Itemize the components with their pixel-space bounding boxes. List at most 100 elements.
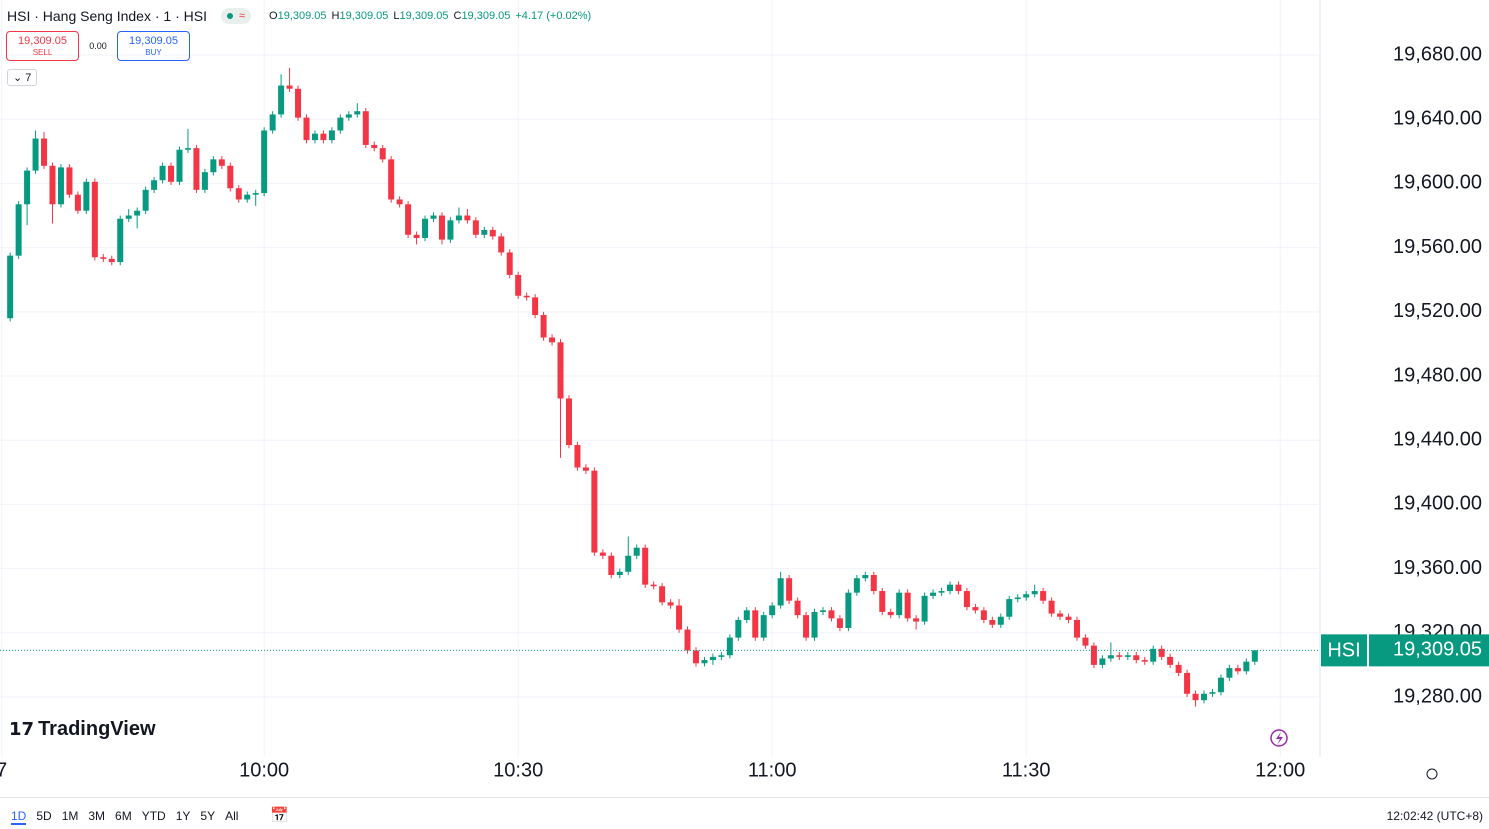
candle-body <box>176 149 183 182</box>
replay-bolt <box>1276 732 1283 745</box>
y-tick-label: 19,520.00 <box>1393 300 1482 322</box>
replay-icon[interactable] <box>1270 729 1288 747</box>
candle-body <box>210 159 217 173</box>
ohlc-value: 19,309.05 <box>399 10 449 22</box>
candle-body <box>405 204 412 235</box>
candle-body <box>1040 591 1047 601</box>
candle-body <box>650 584 657 587</box>
range-button[interactable]: 3M <box>88 809 106 823</box>
last-price-badge <box>1369 634 1489 667</box>
candle-body <box>540 315 547 338</box>
status[interactable]: ≈ <box>220 8 252 24</box>
candle-body <box>1217 677 1224 693</box>
candle-body <box>565 398 572 446</box>
candle-body <box>379 148 386 160</box>
range-button[interactable]: 1Y <box>175 809 191 823</box>
x-tick-label: 10:30 <box>493 759 543 781</box>
candle-body <box>1158 648 1165 657</box>
candle-body <box>904 592 911 619</box>
candle-body <box>921 595 928 622</box>
candle-body <box>574 445 581 468</box>
candle-body <box>599 552 606 556</box>
candle-body <box>963 591 970 608</box>
candle-body <box>616 571 623 576</box>
candle-body <box>184 148 191 150</box>
series-badge <box>1321 634 1367 667</box>
indicators-toggle[interactable]: ⌄ 7 <box>7 69 38 86</box>
range-button[interactable]: 6M <box>115 809 132 823</box>
candle-body <box>879 591 886 612</box>
candle-body <box>777 578 784 606</box>
candle-body <box>1150 648 1157 662</box>
candle-body <box>532 297 539 316</box>
candle-body <box>32 138 39 171</box>
y-tick-label: 19,360.00 <box>1393 557 1482 579</box>
candle-body <box>1090 645 1097 665</box>
x-tick-label: 7 <box>0 759 7 781</box>
candle-body <box>311 133 318 141</box>
candle-body <box>447 220 454 240</box>
settings-icon[interactable] <box>1426 768 1438 780</box>
logo-mark: 𝟭𝟳 <box>9 719 35 739</box>
ohlc-item: C19,309.05 <box>453 10 510 22</box>
candle-body <box>1192 693 1199 701</box>
candle-body <box>701 660 708 664</box>
candle-body <box>244 194 251 200</box>
chart: 19,280.0019,320.0019,360.0019,400.0019,4… <box>0 0 1489 781</box>
date-range-icon[interactable]: 📅 <box>270 807 289 824</box>
ohlc-item: O19,309.05 <box>269 10 327 22</box>
candle-body <box>235 188 242 200</box>
candle-body <box>709 656 716 661</box>
candle-body <box>989 619 996 625</box>
candle-body <box>252 193 259 195</box>
candle-body <box>320 133 327 141</box>
candle-body <box>1048 600 1055 614</box>
candle-body <box>422 218 429 238</box>
candle-body <box>362 111 369 145</box>
candle-body <box>684 629 691 651</box>
range-button[interactable]: All <box>225 809 239 823</box>
candle-body <box>261 130 268 194</box>
bottom-toolbar: 1D 5D 1M 3M 6M YTD 1Y 5Y All 📅 12:02:42 (UTC+8) <box>0 797 1489 829</box>
candle-body <box>49 165 56 205</box>
ohlc-item: H19,309.05 <box>332 10 389 22</box>
range-button[interactable]: 5D <box>36 809 52 823</box>
candle-body <box>345 114 352 118</box>
y-tick-label: 19,280.00 <box>1393 685 1482 707</box>
candle-body <box>582 467 589 471</box>
candle-body <box>1141 660 1148 662</box>
last-price-label: 19,309.05 <box>1393 639 1482 661</box>
range-button[interactable]: 1M <box>61 809 79 823</box>
candle-body <box>803 615 810 638</box>
candle-body <box>286 85 293 89</box>
candle-body <box>1243 661 1250 672</box>
candle-body <box>1107 655 1114 659</box>
candle-body <box>413 234 420 238</box>
range-button[interactable]: YTD <box>141 809 166 823</box>
candle-body <box>980 610 987 620</box>
candle-body <box>303 117 310 141</box>
change: +4.17 (+0.02%) <box>515 10 592 22</box>
ohlc-value: 19,309.05 <box>339 10 389 22</box>
range-button[interactable]: 5Y <box>200 809 216 823</box>
candle-body <box>1023 594 1030 598</box>
buy-button[interactable]: 19,309.05 BUY <box>117 31 190 61</box>
candle-body <box>972 607 979 611</box>
candle-body <box>836 618 843 628</box>
candle-body <box>506 252 513 275</box>
candle-body <box>1082 637 1089 646</box>
range-button[interactable]: 1D <box>11 809 27 825</box>
candle-body <box>760 615 767 638</box>
y-tick-label: 19,640.00 <box>1393 108 1482 130</box>
sell-price: 19,309.05 <box>18 35 67 47</box>
watermark-text: TradingView <box>38 718 156 740</box>
sell-button[interactable]: 19,309.05 SELL <box>6 31 79 61</box>
ohlc-value: 19,309.05 <box>277 10 327 22</box>
candle-body <box>1209 692 1216 694</box>
candle-body <box>997 616 1004 625</box>
symbol[interactable]: HSI · Hang Seng Index · 1 · HSI <box>7 8 207 24</box>
candle-body <box>1057 613 1064 617</box>
candle-body <box>193 148 200 190</box>
candle-body <box>151 180 158 190</box>
